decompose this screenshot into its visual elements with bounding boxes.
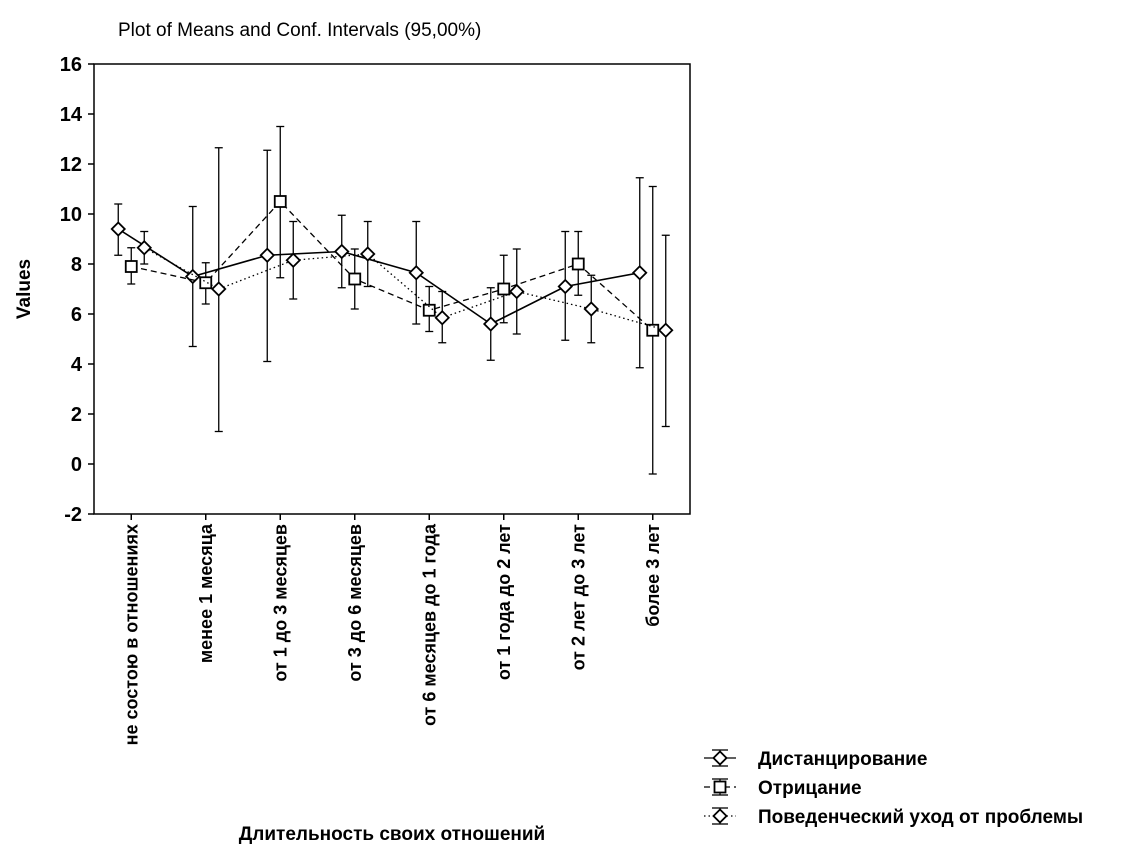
data-point [408,264,425,281]
y-tick-label: 12 [60,154,82,176]
legend: Дистанцирование Отрицание Поведенческий ух… [704,749,1083,828]
data-point [359,246,376,262]
y-tick-label: 14 [60,104,83,126]
legend-item: Дистанцирование [704,749,927,770]
data-point [557,278,574,295]
data-point [571,257,585,271]
data-point [333,243,350,260]
legend-item: Отрицание [704,778,862,799]
legend-marker [712,750,728,766]
data-point [497,282,511,296]
x-tick-label: от 3 до 6 месяцев [345,524,365,682]
x-tick-label: не состою в отношениях [121,524,141,745]
x-axis: не состою в отношениях менее 1 месяца от 1… [121,514,663,745]
y-tick-label: 16 [60,54,82,76]
data-point [631,264,648,281]
legend-item: Поведенческий уход от проблемы [704,807,1083,828]
y-tick-label: 4 [71,354,83,376]
legend-marker [712,808,728,824]
x-tick-label: от 1 до 3 месяцев [270,524,290,682]
data-point [422,303,436,317]
series-2 [124,125,660,475]
data-point [273,195,287,208]
series-layer [110,125,674,475]
series-line [143,247,666,331]
x-tick-label: более 3 лет [643,524,663,627]
data-point [210,281,227,297]
y-axis: -2 0 2 4 6 8 10 12 14 16 [60,54,94,526]
data-point [434,309,451,326]
x-tick-label: от 2 лет до 3 лет [568,524,588,671]
y-tick-label: 6 [71,304,82,326]
data-point [259,247,276,264]
plot-area [93,63,691,515]
data-point [508,283,525,300]
legend-label: Поведенческий уход от проблемы [758,807,1083,828]
x-tick-label: от 6 месяцев до 1 года [419,523,439,726]
data-point [136,239,153,256]
data-point [657,322,674,339]
data-point [184,268,201,285]
legend-label: Отрицание [758,778,862,799]
y-tick-label: 0 [71,454,82,476]
data-point [646,323,660,337]
legend-marker [713,780,727,794]
data-point [482,316,499,332]
data-point [199,276,213,290]
data-point [583,301,600,317]
y-axis-label: Values [14,259,35,319]
series-1 [110,149,648,369]
y-tick-label: 2 [71,404,82,426]
y-tick-label: -2 [64,504,82,526]
chart-title: Plot of Means and Conf. Intervals (95,00… [118,20,481,41]
data-point [124,260,138,273]
x-tick-label: от 1 года до 2 лет [494,524,514,680]
x-axis-label: Длительность своих отношений [239,824,545,845]
data-point [348,272,362,286]
series-3 [136,147,674,433]
data-point [285,252,302,269]
legend-label: Дистанцирование [758,749,927,770]
y-tick-label: 10 [60,204,82,226]
y-tick-label: 8 [71,254,82,276]
x-tick-label: менее 1 месяца [196,523,216,663]
data-point [110,221,127,237]
